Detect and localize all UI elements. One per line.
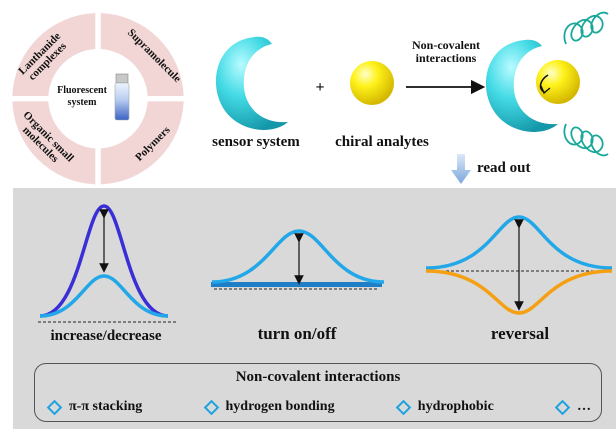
ring-segment-polymers [100,101,184,185]
interaction-item-hydrophobic: hydrophobic [395,399,494,415]
diamond-bullet-icon [203,399,219,415]
curve-positive [425,215,613,270]
interaction-item-hydrogen-bonding: hydrogen bonding [203,399,335,415]
arrow-label: Non-covalent interactions [412,38,480,65]
ring-segment-lanthanide [12,13,96,96]
plus-sign: + [315,79,324,96]
interactions-box: Non-covalent interactions π-π stacking h… [34,363,602,422]
sensor-crescent-icon [215,36,288,130]
sensor-system-label: sensor system [212,134,300,150]
diamond-bullet-icon [395,399,412,415]
helix-top-icon [563,11,609,45]
chiral-analytes-label: chiral analytes [335,134,429,150]
helix-bottom-icon [563,123,609,157]
interactions-list: π-π stacking hydrogen bonding hydrophobi… [46,397,591,417]
read-out-arrow-icon [451,154,471,184]
mode-reversal [425,215,613,315]
fluorescent-system-ring: Lanthanidecomplexes Supramolecule Polyme… [12,13,184,185]
interaction-item-more: … [554,399,591,415]
mode-increase-decrease [38,204,178,323]
interactions-title: Non-covalent interactions [235,369,401,385]
curve-low [39,274,169,318]
mode-label-reversal: reversal [490,324,550,343]
diamond-bullet-icon [46,399,63,415]
sensor-analyte-complex [485,39,580,132]
mode-label-increase-decrease: increase/decrease [50,328,162,344]
read-out-label: read out [477,160,530,176]
curve-high [39,204,169,318]
ring-segment-organic [12,101,96,185]
ring-center-label: Fluorescent system [57,85,107,108]
vial-icon [114,73,130,121]
curve-on [211,229,385,284]
interaction-item-pi-stacking: π-π stacking [46,399,142,415]
ring-segment-supramolecule [100,13,184,96]
chiral-analyte-ball-icon [350,61,394,105]
mode-label-turn-on-off: turn on/off [257,324,337,343]
diamond-bullet-icon [554,399,571,415]
mode-turn-on-off [211,229,385,290]
curve-negative [425,269,613,315]
